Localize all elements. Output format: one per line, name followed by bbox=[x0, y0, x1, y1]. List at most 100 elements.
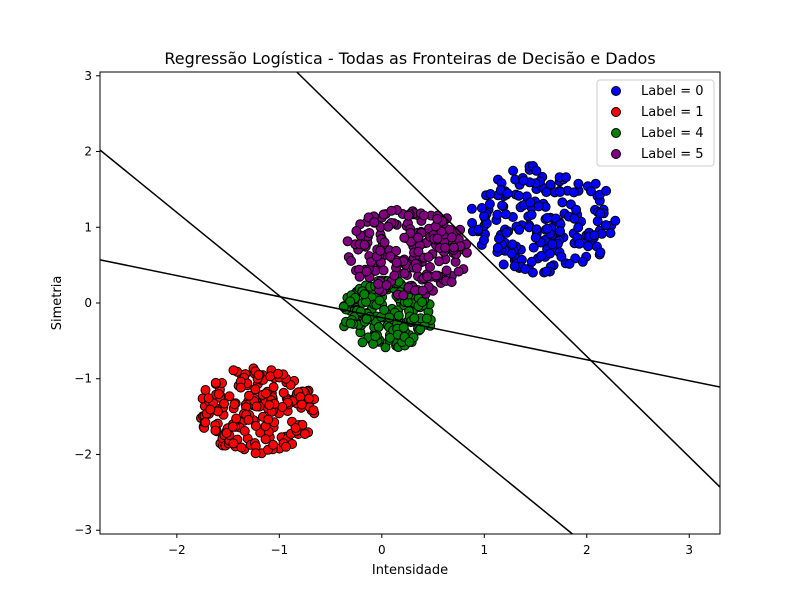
legend-label: Label = 1 bbox=[641, 105, 704, 120]
data-point bbox=[345, 296, 356, 307]
data-point bbox=[508, 165, 519, 176]
data-point bbox=[373, 278, 384, 289]
data-point bbox=[398, 290, 409, 301]
data-point bbox=[391, 257, 402, 268]
data-point bbox=[526, 209, 537, 220]
data-point bbox=[531, 165, 542, 176]
data-point bbox=[263, 414, 274, 425]
data-point bbox=[385, 251, 396, 262]
data-point bbox=[544, 248, 555, 259]
data-point bbox=[393, 310, 404, 321]
data-point bbox=[595, 247, 606, 258]
y-tick-label: −3 bbox=[74, 523, 92, 537]
data-point bbox=[520, 264, 531, 275]
data-point bbox=[473, 224, 484, 235]
data-point bbox=[231, 413, 242, 424]
decision-boundary-line-2 bbox=[100, 259, 720, 388]
data-point bbox=[304, 393, 315, 404]
data-point bbox=[369, 217, 380, 228]
data-point bbox=[568, 187, 579, 198]
data-point bbox=[210, 425, 221, 436]
data-point bbox=[386, 205, 397, 216]
data-point bbox=[555, 187, 565, 197]
x-tick-label: −1 bbox=[270, 543, 288, 557]
y-tick-label: 1 bbox=[84, 220, 92, 234]
legend-label: Label = 4 bbox=[641, 126, 704, 141]
data-point bbox=[300, 429, 310, 439]
legend-label: Label = 5 bbox=[641, 147, 704, 162]
data-point bbox=[497, 200, 508, 211]
data-point bbox=[564, 258, 575, 269]
data-point bbox=[413, 246, 424, 257]
data-point bbox=[533, 201, 544, 212]
data-point bbox=[498, 259, 509, 270]
data-point bbox=[492, 209, 503, 220]
legend-marker bbox=[611, 149, 621, 159]
data-point bbox=[260, 388, 271, 399]
data-point bbox=[545, 179, 556, 190]
x-tick-label: −2 bbox=[168, 543, 186, 557]
data-point bbox=[389, 270, 400, 281]
data-point bbox=[542, 223, 553, 234]
data-point bbox=[502, 188, 513, 199]
decision-boundary-line-3 bbox=[100, 149, 573, 534]
data-point bbox=[346, 255, 357, 266]
data-point bbox=[370, 331, 381, 342]
data-point bbox=[415, 324, 426, 335]
data-point bbox=[601, 220, 611, 231]
data-point bbox=[374, 295, 385, 306]
data-point bbox=[555, 226, 565, 237]
data-point bbox=[431, 270, 441, 281]
data-point bbox=[573, 222, 584, 233]
data-point bbox=[434, 256, 445, 267]
data-point bbox=[589, 230, 600, 241]
data-point bbox=[379, 304, 390, 315]
data-point bbox=[375, 245, 386, 256]
data-point bbox=[542, 213, 553, 223]
data-point bbox=[378, 209, 389, 220]
data-point bbox=[541, 187, 552, 198]
data-point bbox=[373, 322, 384, 332]
data-point bbox=[528, 242, 539, 253]
data-point bbox=[399, 232, 410, 243]
data-point bbox=[228, 421, 238, 432]
data-point bbox=[264, 400, 275, 411]
data-point bbox=[399, 268, 410, 279]
data-point bbox=[583, 241, 594, 252]
data-point bbox=[419, 210, 429, 221]
legend: Label = 0 Label = 1 Label = 4 Label = 5 bbox=[596, 79, 715, 167]
data-point bbox=[417, 285, 428, 296]
data-point bbox=[378, 265, 389, 276]
data-point bbox=[518, 175, 529, 186]
data-point bbox=[590, 178, 601, 189]
data-point bbox=[610, 215, 621, 226]
data-point bbox=[260, 434, 271, 445]
y-axis-label: Simetria bbox=[50, 276, 65, 331]
data-point bbox=[425, 262, 435, 272]
decision-boundaries-layer bbox=[100, 72, 720, 534]
data-point bbox=[605, 228, 616, 239]
data-point bbox=[601, 185, 612, 196]
data-point bbox=[526, 256, 537, 267]
data-point bbox=[273, 368, 283, 379]
data-point bbox=[422, 271, 433, 282]
data-point bbox=[506, 248, 517, 259]
data-point bbox=[569, 213, 580, 224]
x-tick-label: 2 bbox=[583, 543, 591, 557]
data-point bbox=[236, 442, 247, 453]
data-point bbox=[453, 266, 464, 277]
data-point bbox=[411, 263, 422, 274]
data-point bbox=[421, 313, 432, 324]
data-point bbox=[556, 251, 567, 262]
data-point bbox=[379, 237, 390, 248]
data-point bbox=[403, 210, 414, 221]
data-point bbox=[364, 228, 375, 238]
data-point bbox=[228, 438, 239, 449]
data-point bbox=[413, 232, 424, 243]
y-tick-label: −1 bbox=[74, 372, 92, 386]
plot-area bbox=[99, 71, 721, 535]
data-point bbox=[455, 224, 466, 235]
y-tick-label: 2 bbox=[84, 145, 92, 159]
x-axis-label: Intensidade bbox=[372, 563, 448, 578]
data-point bbox=[203, 393, 214, 404]
